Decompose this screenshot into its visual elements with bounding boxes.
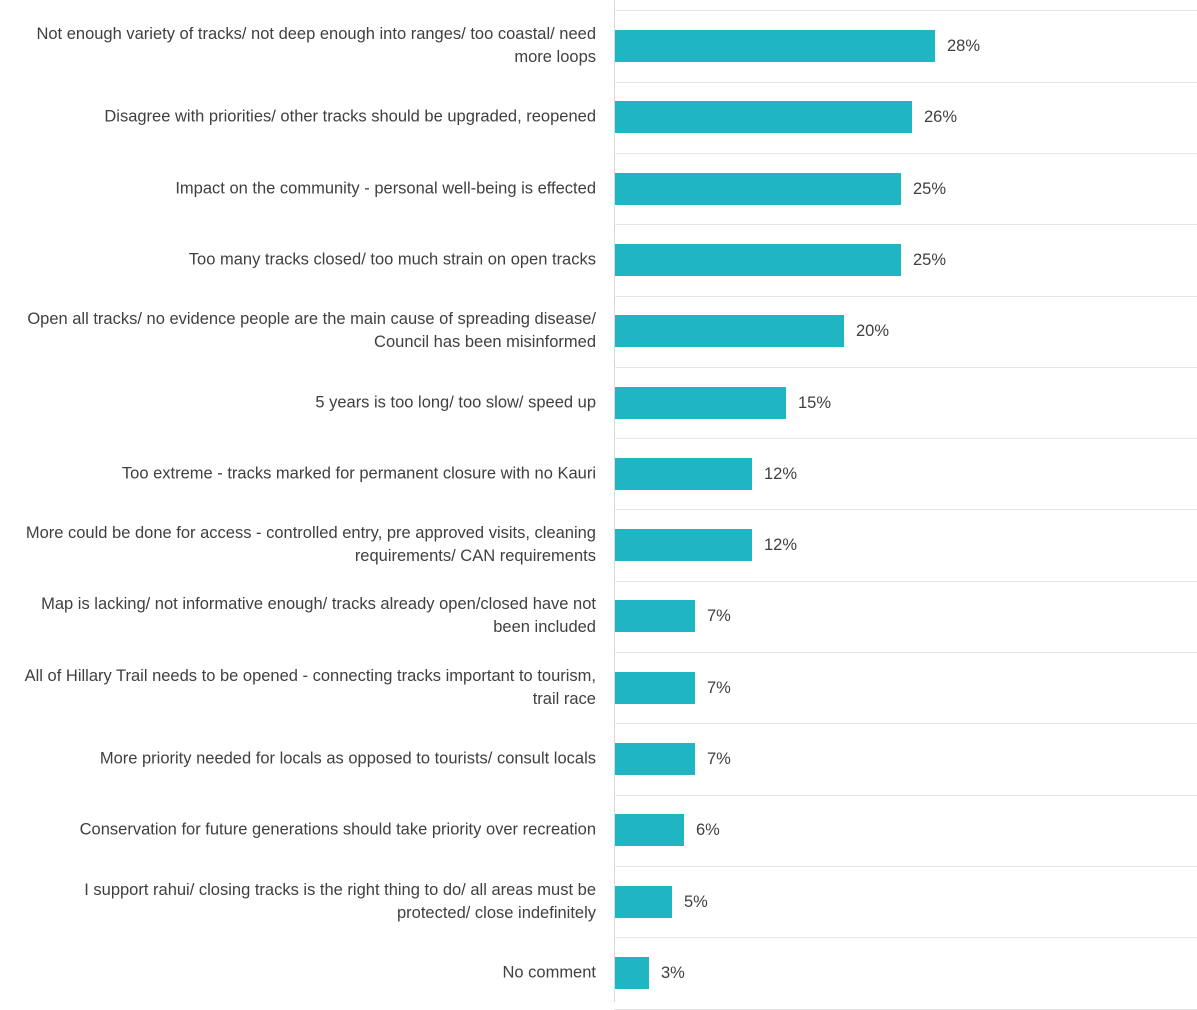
bar xyxy=(615,743,695,775)
bar xyxy=(615,315,844,347)
bar xyxy=(615,600,695,632)
category-label: I support rahui/ closing tracks is the r… xyxy=(84,880,596,922)
data-label: 7% xyxy=(707,607,731,626)
category-label: Not enough variety of tracks/ not deep e… xyxy=(36,25,596,66)
gridline xyxy=(614,652,1197,653)
data-label: 12% xyxy=(764,536,798,555)
bar xyxy=(615,244,901,276)
category-label: Impact on the community - personal well-… xyxy=(175,179,596,198)
gridline xyxy=(614,10,1197,11)
bar xyxy=(615,957,649,989)
data-label: 26% xyxy=(924,108,958,127)
category-label: No comment xyxy=(502,963,596,982)
gridline xyxy=(614,224,1197,225)
gridline xyxy=(614,509,1197,510)
gridline xyxy=(614,367,1197,368)
bar xyxy=(615,672,695,704)
data-label: 20% xyxy=(856,322,890,341)
gridline xyxy=(614,866,1197,867)
category-label: Too many tracks closed/ too much strain … xyxy=(188,250,596,269)
gridline xyxy=(614,438,1197,439)
gridline xyxy=(614,795,1197,796)
gridline xyxy=(614,82,1197,83)
category-label: Disagree with priorities/ other tracks s… xyxy=(104,107,596,126)
gridline xyxy=(614,153,1197,154)
data-label: 12% xyxy=(764,464,798,483)
category-label: All of Hillary Trail needs to be opened … xyxy=(24,666,596,708)
bar xyxy=(615,529,752,561)
gridline xyxy=(614,581,1197,582)
data-label: 7% xyxy=(707,678,731,697)
data-label: 25% xyxy=(913,250,947,269)
bar xyxy=(615,173,901,205)
category-axis-line xyxy=(614,0,615,1002)
data-label: 25% xyxy=(913,179,947,198)
bar xyxy=(615,387,786,419)
category-label: Open all tracks/ no evidence people are … xyxy=(27,310,596,352)
data-label: 28% xyxy=(947,37,981,55)
data-label: 6% xyxy=(696,821,720,840)
category-label: More priority needed for locals as oppos… xyxy=(99,749,596,768)
data-label: 5% xyxy=(684,892,708,911)
category-label: More could be done for access - controll… xyxy=(25,524,596,566)
category-label: Conservation for future generations shou… xyxy=(79,820,596,839)
gridline xyxy=(614,937,1197,938)
category-label: Too extreme - tracks marked for permanen… xyxy=(121,464,596,483)
gridline xyxy=(614,296,1197,297)
data-label: 15% xyxy=(798,393,832,412)
gridline xyxy=(614,723,1197,724)
category-label: 5 years is too long/ too slow/ speed up xyxy=(315,393,596,411)
category-label: Map is lacking/ not informative enough/ … xyxy=(41,595,596,637)
bar xyxy=(615,30,935,62)
data-label: 7% xyxy=(707,750,731,768)
bar xyxy=(615,886,672,918)
bar xyxy=(615,101,912,133)
data-label: 3% xyxy=(661,963,685,982)
bar xyxy=(615,814,684,846)
bar xyxy=(615,458,752,490)
